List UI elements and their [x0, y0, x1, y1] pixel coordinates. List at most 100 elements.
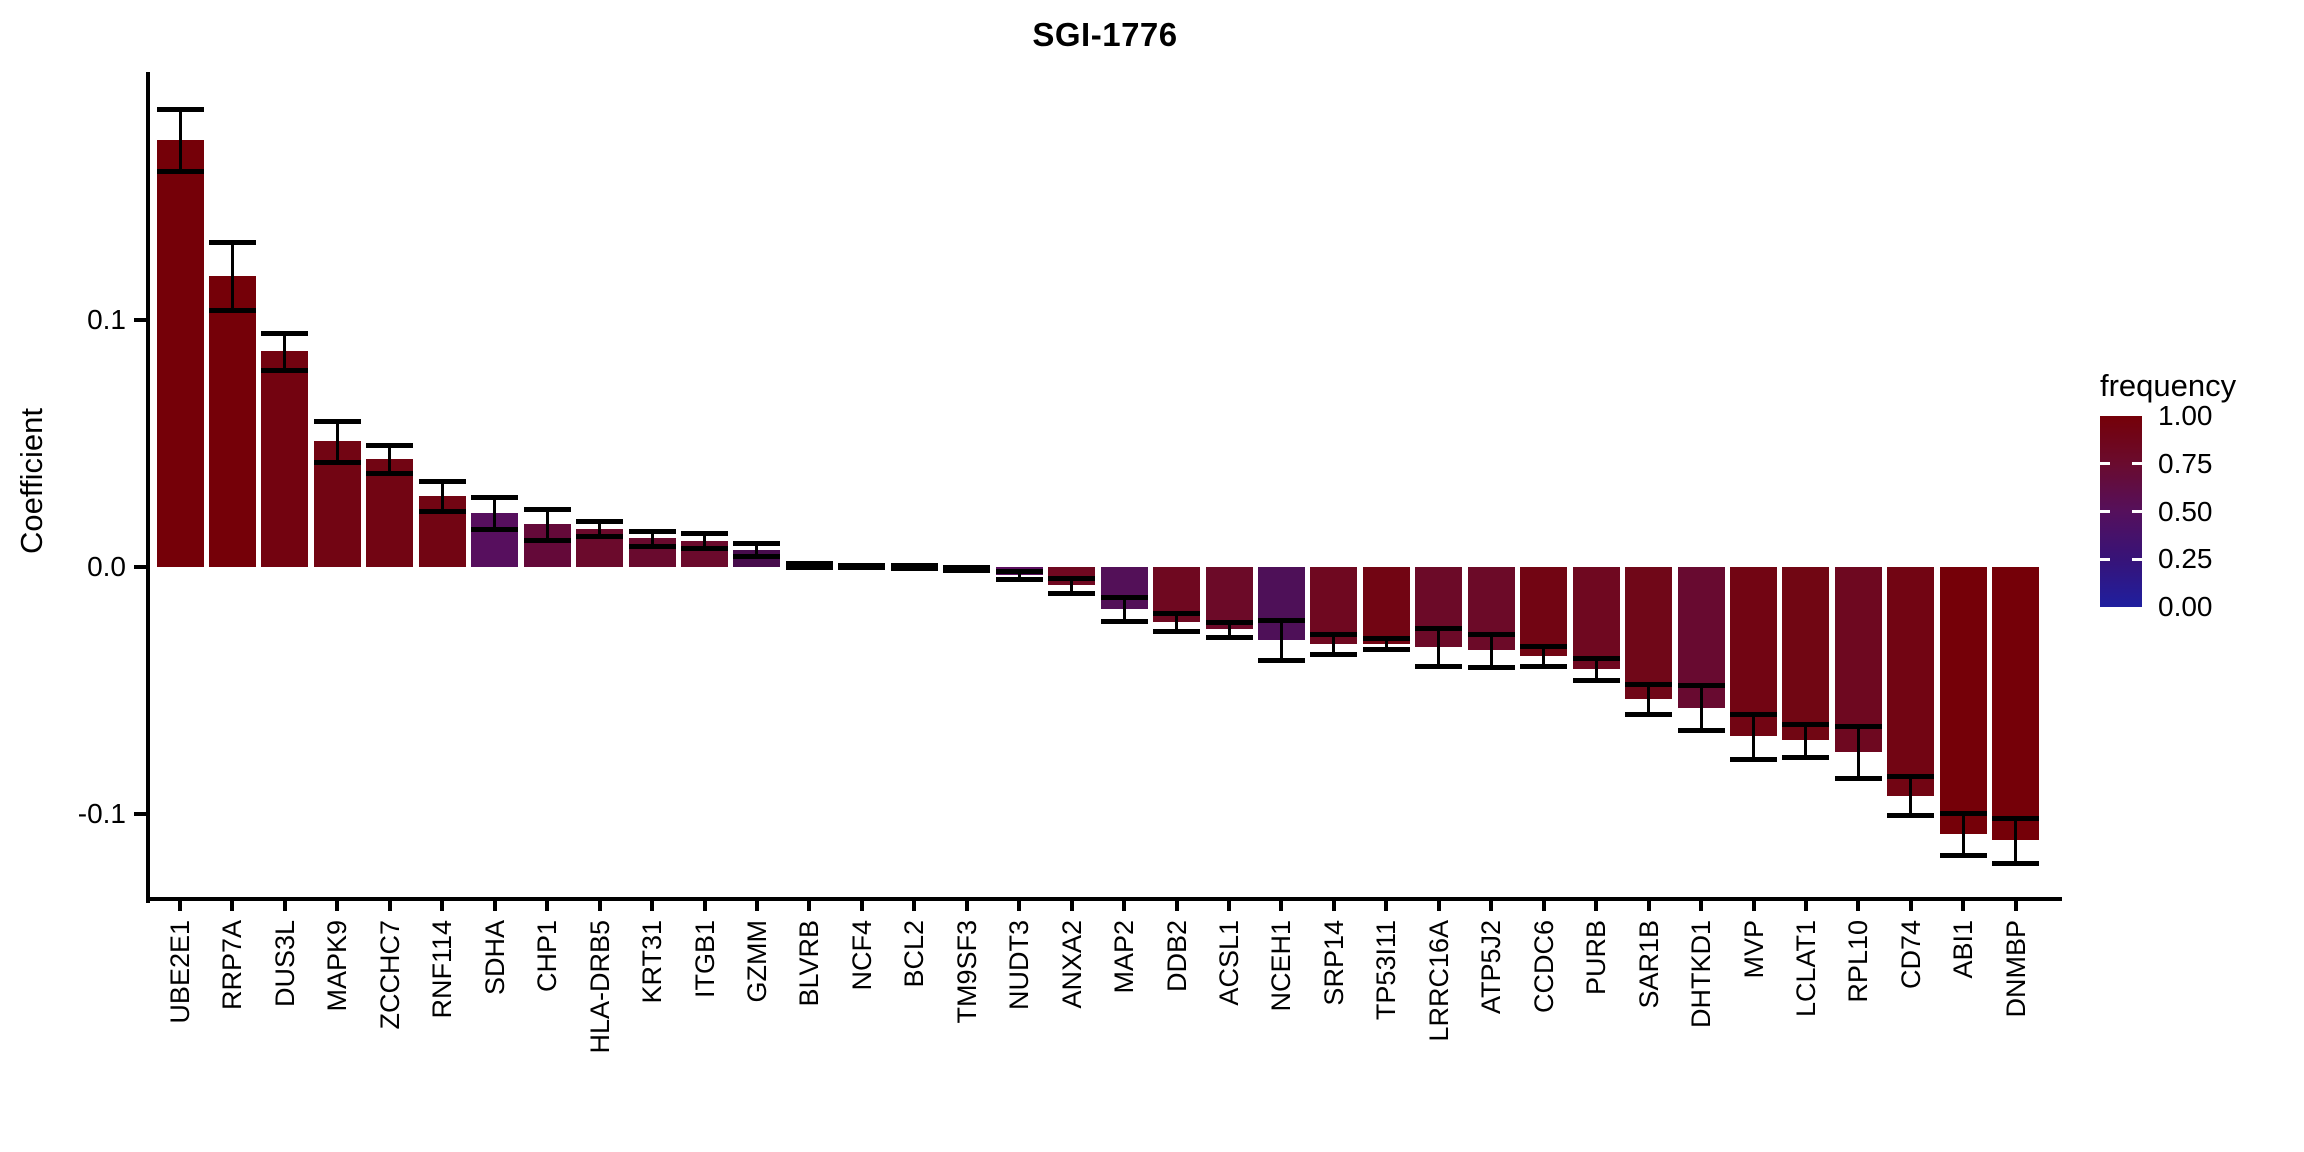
errorbar-ZCCHC7: [388, 445, 392, 474]
errorbar-DHTKD1: [1699, 685, 1703, 731]
legend-tick-mark: [2100, 557, 2110, 561]
errorbar-cap-top-TP53I11: [1362, 636, 1410, 642]
errorbar-cap-top-CHP1: [523, 506, 571, 512]
errorbar-cap-top-DUS3L: [261, 330, 309, 336]
x-tick-label-RNF114: RNF114: [427, 920, 458, 1019]
errorbar-cap-top-ANXA2: [1048, 575, 1096, 581]
errorbar-cap-top-PURB: [1572, 655, 1620, 661]
errorbar-cap-top-CD74: [1887, 774, 1935, 780]
errorbar-cap-bottom-BLVRB: [785, 565, 833, 570]
x-tick-label-SDHA: SDHA: [479, 920, 510, 996]
errorbar-cap-top-LRRC16A: [1415, 625, 1463, 631]
errorbar-cap-bottom-DHTKD1: [1677, 728, 1725, 734]
errorbar-cap-top-MAP2: [1100, 595, 1148, 601]
x-tick-mark: [859, 899, 864, 911]
y-tick-mark: [134, 812, 148, 817]
errorbar-GZMM: [755, 543, 759, 557]
errorbar-cap-bottom-HLA-DRB5: [576, 534, 624, 540]
legend-tick-mark: [2100, 510, 2110, 513]
x-tick-mark: [2013, 899, 2018, 911]
y-tick-mark: [134, 565, 148, 569]
x-tick-mark: [492, 899, 497, 911]
x-tick-mark: [230, 899, 235, 911]
x-tick-mark: [1646, 899, 1651, 911]
x-tick-label-NUDT3: NUDT3: [1004, 920, 1035, 1011]
x-tick-label-DHTKD1: DHTKD1: [1686, 920, 1717, 1029]
errorbar-DUS3L: [283, 332, 287, 370]
errorbar-cap-top-NCF4: [838, 562, 886, 568]
x-tick-mark: [1803, 899, 1808, 911]
errorbar-cap-top-ATP5J2: [1467, 631, 1515, 637]
x-tick-label-MAP2: MAP2: [1109, 920, 1140, 994]
errorbar-cap-bottom-DDB2: [1153, 628, 1201, 634]
bar-SRP14: [1310, 567, 1358, 645]
errorbar-cap-top-RRP7A: [208, 240, 256, 246]
errorbar-cap-top-NUDT3: [995, 568, 1043, 574]
errorbar-LRRC16A: [1437, 627, 1441, 667]
errorbar-cap-bottom-MVP: [1730, 756, 1777, 762]
x-tick-mark: [1541, 899, 1546, 911]
errorbar-cap-bottom-KRT31: [628, 543, 676, 549]
x-tick-mark: [1069, 899, 1074, 911]
x-tick-label-LCLAT1: LCLAT1: [1790, 920, 1821, 1018]
errorbar-cap-bottom-CHP1: [523, 538, 571, 544]
y-tick-mark: [134, 317, 148, 322]
bar-SAR1B: [1625, 567, 1673, 699]
errorbar-CCDC6: [1542, 646, 1546, 667]
x-tick-label-DNMBP: DNMBP: [2000, 920, 2031, 1018]
errorbar-PURB: [1594, 657, 1598, 680]
errorbar-cap-top-SDHA: [471, 495, 519, 501]
errorbar-SRP14: [1332, 634, 1336, 655]
bar-PURB: [1572, 567, 1620, 669]
errorbar-cap-top-MVP: [1730, 711, 1777, 717]
errorbar-cap-bottom-PURB: [1572, 677, 1620, 683]
errorbar-ABI1: [1961, 813, 1965, 855]
errorbar-cap-bottom-DNMBP: [1992, 860, 2040, 866]
bar-ABI1: [1939, 567, 1987, 834]
errorbar-cap-top-ZCCHC7: [366, 443, 414, 449]
errorbar-DDB2: [1175, 612, 1179, 631]
errorbar-cap-bottom-MAP2: [1100, 619, 1148, 625]
errorbar-cap-bottom-ABI1: [1939, 852, 1987, 858]
errorbar-UBE2E1: [178, 109, 182, 172]
x-tick-label-RPL10: RPL10: [1843, 920, 1874, 1003]
x-axis-line: [146, 897, 2062, 901]
x-tick-mark: [1384, 899, 1389, 911]
errorbar-cap-bottom-SRP14: [1310, 652, 1358, 658]
errorbar-cap-top-SRP14: [1310, 632, 1358, 638]
x-tick-label-ATP5J2: ATP5J2: [1476, 920, 1507, 1015]
errorbar-cap-bottom-GZMM: [733, 554, 781, 560]
errorbar-ACSL1: [1227, 621, 1231, 637]
x-tick-label-ITGB1: ITGB1: [689, 920, 720, 999]
x-tick-mark: [650, 899, 655, 911]
errorbar-cap-bottom-RPL10: [1834, 775, 1882, 781]
errorbar-cap-bottom-MAPK9: [313, 459, 361, 465]
x-tick-label-ZCCHC7: ZCCHC7: [374, 920, 405, 1030]
x-tick-mark: [1331, 899, 1336, 911]
errorbar-CD74: [1909, 776, 1913, 816]
x-tick-mark: [1489, 899, 1494, 911]
x-tick-label-DDB2: DDB2: [1161, 920, 1192, 993]
errorbar-cap-top-DHTKD1: [1677, 683, 1725, 689]
errorbar-cap-top-LCLAT1: [1782, 721, 1830, 727]
errorbar-MVP: [1752, 713, 1755, 759]
errorbar-cap-bottom-BCL2: [890, 565, 938, 571]
y-tick-label: -0.1: [77, 798, 126, 830]
legend-tick-label: 0.25: [2158, 543, 2213, 575]
legend-tick-mark: [2132, 510, 2142, 513]
errorbar-TP53I11: [1384, 638, 1388, 649]
x-tick-mark: [1699, 899, 1704, 911]
errorbar-cap-bottom-CD74: [1887, 813, 1935, 819]
chart-title: SGI-1776: [1032, 16, 1178, 53]
x-tick-mark: [178, 899, 182, 911]
errorbar-cap-bottom-RNF114: [418, 508, 466, 514]
x-tick-label-ACSL1: ACSL1: [1214, 920, 1244, 1006]
legend-tick-mark: [2132, 462, 2142, 466]
errorbar-NCEH1: [1279, 620, 1283, 660]
bar-TP53I11: [1362, 567, 1410, 644]
bar-RPL10: [1834, 567, 1882, 752]
errorbar-SAR1B: [1647, 684, 1651, 714]
errorbar-HLA-DRB5: [598, 520, 602, 537]
errorbar-cap-bottom-SDHA: [471, 527, 519, 533]
